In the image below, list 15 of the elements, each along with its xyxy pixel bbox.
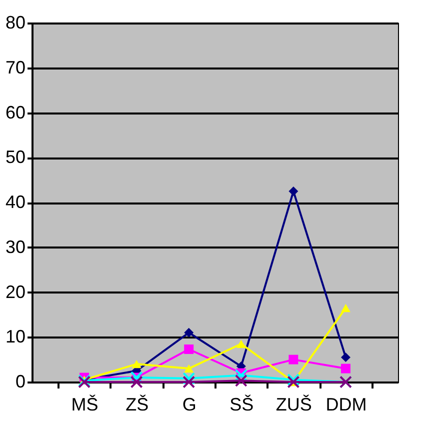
y-tick-label: 40 [5, 192, 26, 212]
x-tick-label: MŠ [71, 394, 98, 414]
x-tick-label: ZUŠ [276, 394, 312, 414]
x-tick-label: DDM [326, 394, 367, 414]
y-tick-label: 50 [5, 147, 26, 168]
x-tick-label: G [182, 394, 196, 414]
y-tick-label: 70 [5, 57, 26, 78]
y-tick-label: 10 [5, 326, 26, 347]
y-tick-label: 20 [5, 282, 26, 302]
y-tick-label: 60 [5, 102, 26, 122]
y-tick-label: 30 [5, 236, 26, 257]
x-tick-label: ZŠ [126, 394, 149, 414]
x-tick-label: SŠ [230, 394, 254, 414]
y-tick-label: 0 [15, 372, 26, 392]
y-tick-label: 80 [5, 12, 26, 32]
